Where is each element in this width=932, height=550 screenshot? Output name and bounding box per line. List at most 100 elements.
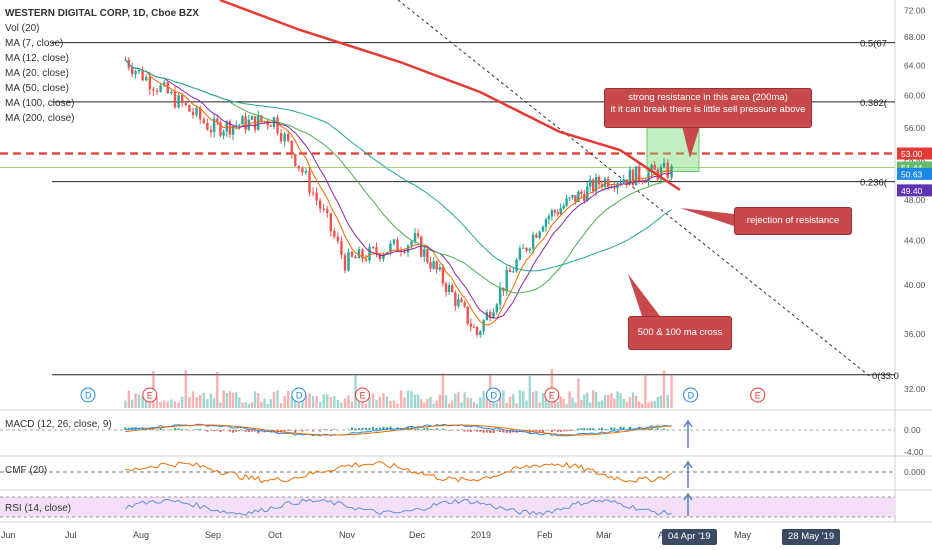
candle-body <box>498 287 502 305</box>
macd-histogram-bar <box>663 428 665 430</box>
candle-body <box>371 246 375 248</box>
macd-histogram-bar <box>266 430 269 432</box>
macd-histogram-bar <box>538 430 541 433</box>
legend-ma7[interactable]: MA (7, close) <box>5 38 64 49</box>
volume-bar <box>389 400 392 408</box>
resistance-note[interactable]: strong resistance in this area (200ma) i… <box>604 88 812 128</box>
legend-ma200[interactable]: MA (200, close) <box>5 113 75 124</box>
macd-histogram-bar <box>386 427 388 430</box>
cross-note[interactable]: 500 & 100 ma cross <box>628 316 732 350</box>
candle-body <box>199 107 202 120</box>
volume-bar <box>492 397 495 408</box>
dividend-marker <box>683 387 699 403</box>
dividend-marker <box>80 387 96 403</box>
candle-body <box>322 208 325 210</box>
legend-ma20[interactable]: MA (20, close) <box>5 68 69 79</box>
macd-label[interactable]: MACD (12, 26, close, 9) <box>5 419 112 430</box>
volume-bar <box>586 392 589 408</box>
legend-ma12[interactable]: MA (12, close) <box>5 53 69 64</box>
volume-bar <box>279 403 283 408</box>
volume-bar <box>531 392 535 408</box>
candle-body <box>518 248 522 260</box>
candle-body <box>206 122 209 130</box>
macd-histogram-bar <box>647 428 650 430</box>
volume-bar <box>392 400 396 408</box>
candle-body <box>574 195 577 202</box>
macd-histogram-bar <box>604 429 607 430</box>
candle-body <box>670 165 673 178</box>
volume-bar <box>613 398 616 408</box>
volume-bar <box>222 390 225 408</box>
candle-body <box>137 69 141 72</box>
macd-histogram-bar <box>235 430 238 432</box>
macd-histogram-bar <box>550 430 553 433</box>
cmf-label[interactable]: CMF (20) <box>5 465 48 476</box>
volume-bar <box>525 400 528 408</box>
volume-bar <box>495 402 498 408</box>
volume-bar <box>188 396 191 408</box>
candle-body <box>406 245 410 253</box>
candle-body <box>188 104 191 112</box>
candle-body <box>294 153 297 166</box>
volume-bar <box>195 397 198 408</box>
volume-bar <box>625 402 628 408</box>
volume-bar <box>191 391 195 408</box>
candle-body <box>290 140 293 154</box>
macd-histogram-bar <box>195 429 198 430</box>
candle-body <box>134 71 137 75</box>
rejection-note[interactable]: rejection of resistance <box>734 207 852 235</box>
price-label-box <box>897 167 932 180</box>
rsi-line <box>125 498 672 516</box>
trendline <box>397 0 873 379</box>
candle-body <box>432 261 435 269</box>
candle-body <box>653 165 656 170</box>
macd-histogram-bar <box>650 427 653 430</box>
candle-body <box>571 195 574 198</box>
volume-bar <box>290 396 293 408</box>
candle-body <box>508 270 512 273</box>
volume-bar <box>670 375 673 408</box>
candle-body <box>152 89 155 91</box>
volume-bar <box>253 391 257 408</box>
candle-body <box>531 234 535 249</box>
rsi-band <box>0 497 895 517</box>
rsi-label[interactable]: RSI (14, close) <box>5 503 72 514</box>
volume-bar <box>170 399 173 408</box>
macd-histogram-bar <box>219 430 222 432</box>
volume-bar <box>231 392 235 408</box>
time-axis-label: Dec <box>409 530 426 540</box>
macd-histogram-bar <box>372 426 374 430</box>
macd-histogram-bar <box>351 427 353 430</box>
volume-bar <box>368 397 371 408</box>
earnings-marker-label: E <box>147 391 153 401</box>
candle-body <box>547 216 551 220</box>
ma7-line <box>125 59 672 326</box>
earnings-marker-label: E <box>360 391 366 401</box>
earnings-marker-label: E <box>549 391 555 401</box>
macd-histogram-bar <box>435 428 438 430</box>
volume-bar <box>127 390 130 408</box>
legend-vol[interactable]: Vol (20) <box>5 23 40 34</box>
macd-histogram-bar <box>124 427 127 430</box>
macd-histogram-bar <box>542 430 544 433</box>
candle-body <box>451 285 454 293</box>
candle-body <box>447 285 451 293</box>
volume-bar <box>591 390 595 408</box>
legend-ma50[interactable]: MA (50, close) <box>5 83 69 94</box>
volume-bar <box>329 396 332 408</box>
legend-ma100[interactable]: MA (100, close) <box>5 98 75 109</box>
macd-histogram-bar <box>656 428 659 430</box>
candle-body <box>343 254 347 271</box>
volume-bar <box>326 394 329 408</box>
pane-arrow-head <box>683 419 693 428</box>
cmf-line <box>125 461 672 484</box>
candle-body <box>492 312 495 319</box>
volume-bar <box>399 390 403 408</box>
price-tick-label: 72.00 <box>904 5 926 15</box>
cross-note-pointer <box>628 274 660 316</box>
volume-bar <box>238 397 241 408</box>
volume-bar <box>577 378 580 408</box>
candle-body <box>600 184 604 187</box>
macd-histogram-bar <box>199 428 202 430</box>
macd-histogram-bar <box>322 429 325 430</box>
